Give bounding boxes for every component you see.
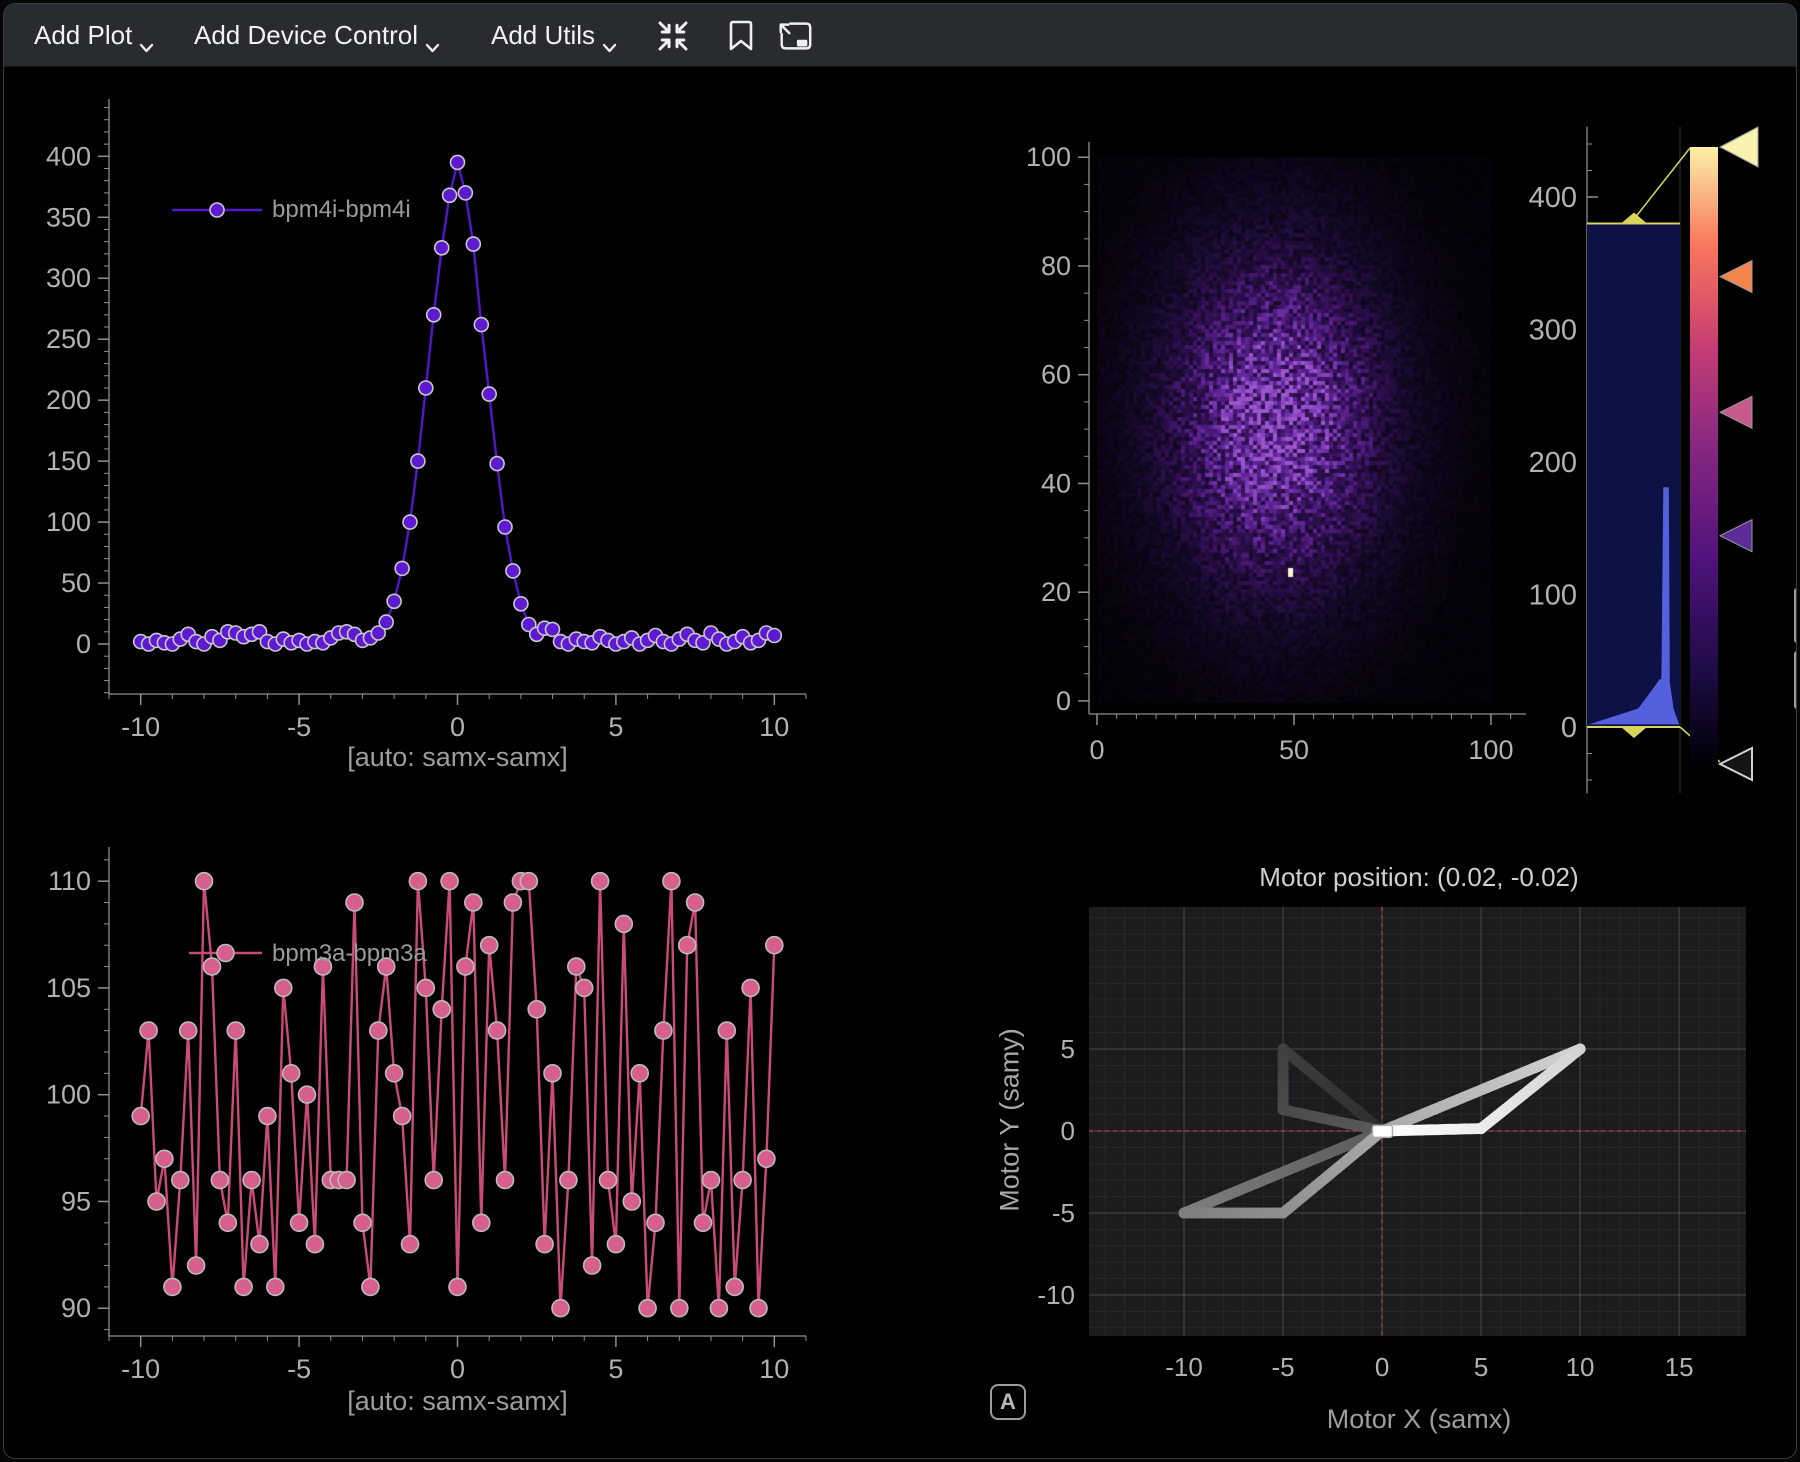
svg-text:0: 0 bbox=[1375, 1352, 1389, 1382]
image-plot[interactable]: 0 50 100 0 20 40 60 80 100 bbox=[1026, 142, 1526, 765]
svg-text:90: 90 bbox=[61, 1293, 91, 1323]
motormap-title: Motor position: (0.02, -0.02) bbox=[1089, 862, 1749, 893]
scatter-xaxis-label: [auto: samx-samx] bbox=[109, 1386, 806, 1417]
svg-text:-10: -10 bbox=[121, 1354, 160, 1384]
svg-text:-5: -5 bbox=[1271, 1352, 1294, 1382]
svg-text:-10: -10 bbox=[1165, 1352, 1203, 1382]
svg-text:400: 400 bbox=[1529, 182, 1577, 214]
svg-text:0: 0 bbox=[1056, 686, 1071, 716]
svg-text:0: 0 bbox=[76, 629, 91, 659]
svg-text:-5: -5 bbox=[287, 712, 311, 742]
scatter-plot[interactable]: -10 -5 0 5 10 90 95 100 105 110 bbox=[46, 847, 806, 1384]
waveform-line bbox=[141, 162, 775, 644]
svg-text:10: 10 bbox=[759, 1354, 789, 1384]
svg-text:50: 50 bbox=[1279, 735, 1309, 765]
waveform-legend-label: bpm4i-bpm4i bbox=[272, 196, 411, 224]
svg-text:-5: -5 bbox=[1052, 1198, 1075, 1228]
svg-text:80: 80 bbox=[1041, 251, 1071, 281]
svg-text:300: 300 bbox=[1529, 315, 1577, 347]
svg-text:400: 400 bbox=[46, 141, 91, 171]
lut-tick-handle[interactable] bbox=[1720, 261, 1752, 293]
svg-text:20: 20 bbox=[1041, 577, 1071, 607]
svg-text:5: 5 bbox=[608, 712, 623, 742]
scrollbar-fragment[interactable] bbox=[1794, 651, 1797, 709]
svg-text:100: 100 bbox=[46, 507, 91, 537]
svg-text:-10: -10 bbox=[121, 712, 160, 742]
svg-text:100: 100 bbox=[1026, 142, 1071, 172]
waveform-plot[interactable]: -10-50510050100150200250300350400 bbox=[46, 99, 806, 742]
lut-tick-handle[interactable] bbox=[1720, 127, 1758, 167]
svg-text:0: 0 bbox=[1089, 735, 1104, 765]
app-window: Add Plot Add Device Control Add Utils bbox=[3, 3, 1797, 1459]
motor-current-position bbox=[1372, 1125, 1392, 1137]
svg-text:10: 10 bbox=[1566, 1352, 1595, 1382]
colorbar-histogram[interactable]: 0 100 200 300 400 bbox=[1529, 127, 1758, 793]
scatter-legend-marker bbox=[217, 945, 234, 962]
lut-tick-handle[interactable] bbox=[1720, 396, 1752, 428]
svg-text:200: 200 bbox=[1529, 447, 1577, 479]
svg-text:100: 100 bbox=[46, 1080, 91, 1110]
svg-text:0: 0 bbox=[450, 712, 465, 742]
lut-tick-handle[interactable] bbox=[1720, 748, 1752, 780]
svg-text:100: 100 bbox=[1529, 580, 1577, 612]
svg-text:110: 110 bbox=[48, 866, 91, 896]
svg-text:100: 100 bbox=[1468, 735, 1513, 765]
lut-tick-handle[interactable] bbox=[1720, 520, 1752, 552]
svg-text:40: 40 bbox=[1041, 468, 1071, 498]
svg-text:250: 250 bbox=[46, 324, 91, 354]
lut-region-handle[interactable] bbox=[1621, 213, 1647, 224]
svg-text:350: 350 bbox=[46, 202, 91, 232]
lut-gradient-bar[interactable] bbox=[1690, 147, 1718, 764]
svg-text:0: 0 bbox=[1061, 1116, 1075, 1146]
svg-text:5: 5 bbox=[1061, 1034, 1075, 1064]
motormap-plot[interactable]: -10 -5 0 5 10 15 5 0 -5 -10 bbox=[1037, 907, 1746, 1382]
motormap-yaxis-label: Motor Y (samy) bbox=[995, 1028, 1026, 1212]
svg-text:5: 5 bbox=[608, 1354, 623, 1384]
auto-range-button[interactable]: A bbox=[990, 1384, 1026, 1420]
waveform-xaxis-label: [auto: samx-samx] bbox=[109, 742, 806, 773]
waveform-markers bbox=[134, 155, 782, 651]
waveform-legend-marker bbox=[210, 203, 224, 217]
svg-text:-10: -10 bbox=[1037, 1280, 1075, 1310]
svg-text:105: 105 bbox=[46, 973, 91, 1003]
svg-text:300: 300 bbox=[46, 263, 91, 293]
scrollbar-fragment[interactable] bbox=[1794, 588, 1797, 643]
svg-text:60: 60 bbox=[1041, 360, 1071, 390]
svg-text:0: 0 bbox=[450, 1354, 465, 1384]
svg-text:150: 150 bbox=[46, 446, 91, 476]
scatter-legend-label: bpm3a-bpm3a bbox=[272, 940, 427, 968]
lut-region-handle[interactable] bbox=[1621, 727, 1647, 738]
svg-text:15: 15 bbox=[1665, 1352, 1694, 1382]
svg-text:50: 50 bbox=[61, 568, 91, 598]
svg-text:95: 95 bbox=[61, 1186, 91, 1216]
svg-text:5: 5 bbox=[1474, 1352, 1488, 1382]
svg-text:0: 0 bbox=[1561, 712, 1577, 744]
svg-text:200: 200 bbox=[46, 385, 91, 415]
svg-text:-5: -5 bbox=[287, 1354, 311, 1384]
svg-text:10: 10 bbox=[759, 712, 789, 742]
motormap-xaxis-label: Motor X (samx) bbox=[1089, 1404, 1749, 1435]
